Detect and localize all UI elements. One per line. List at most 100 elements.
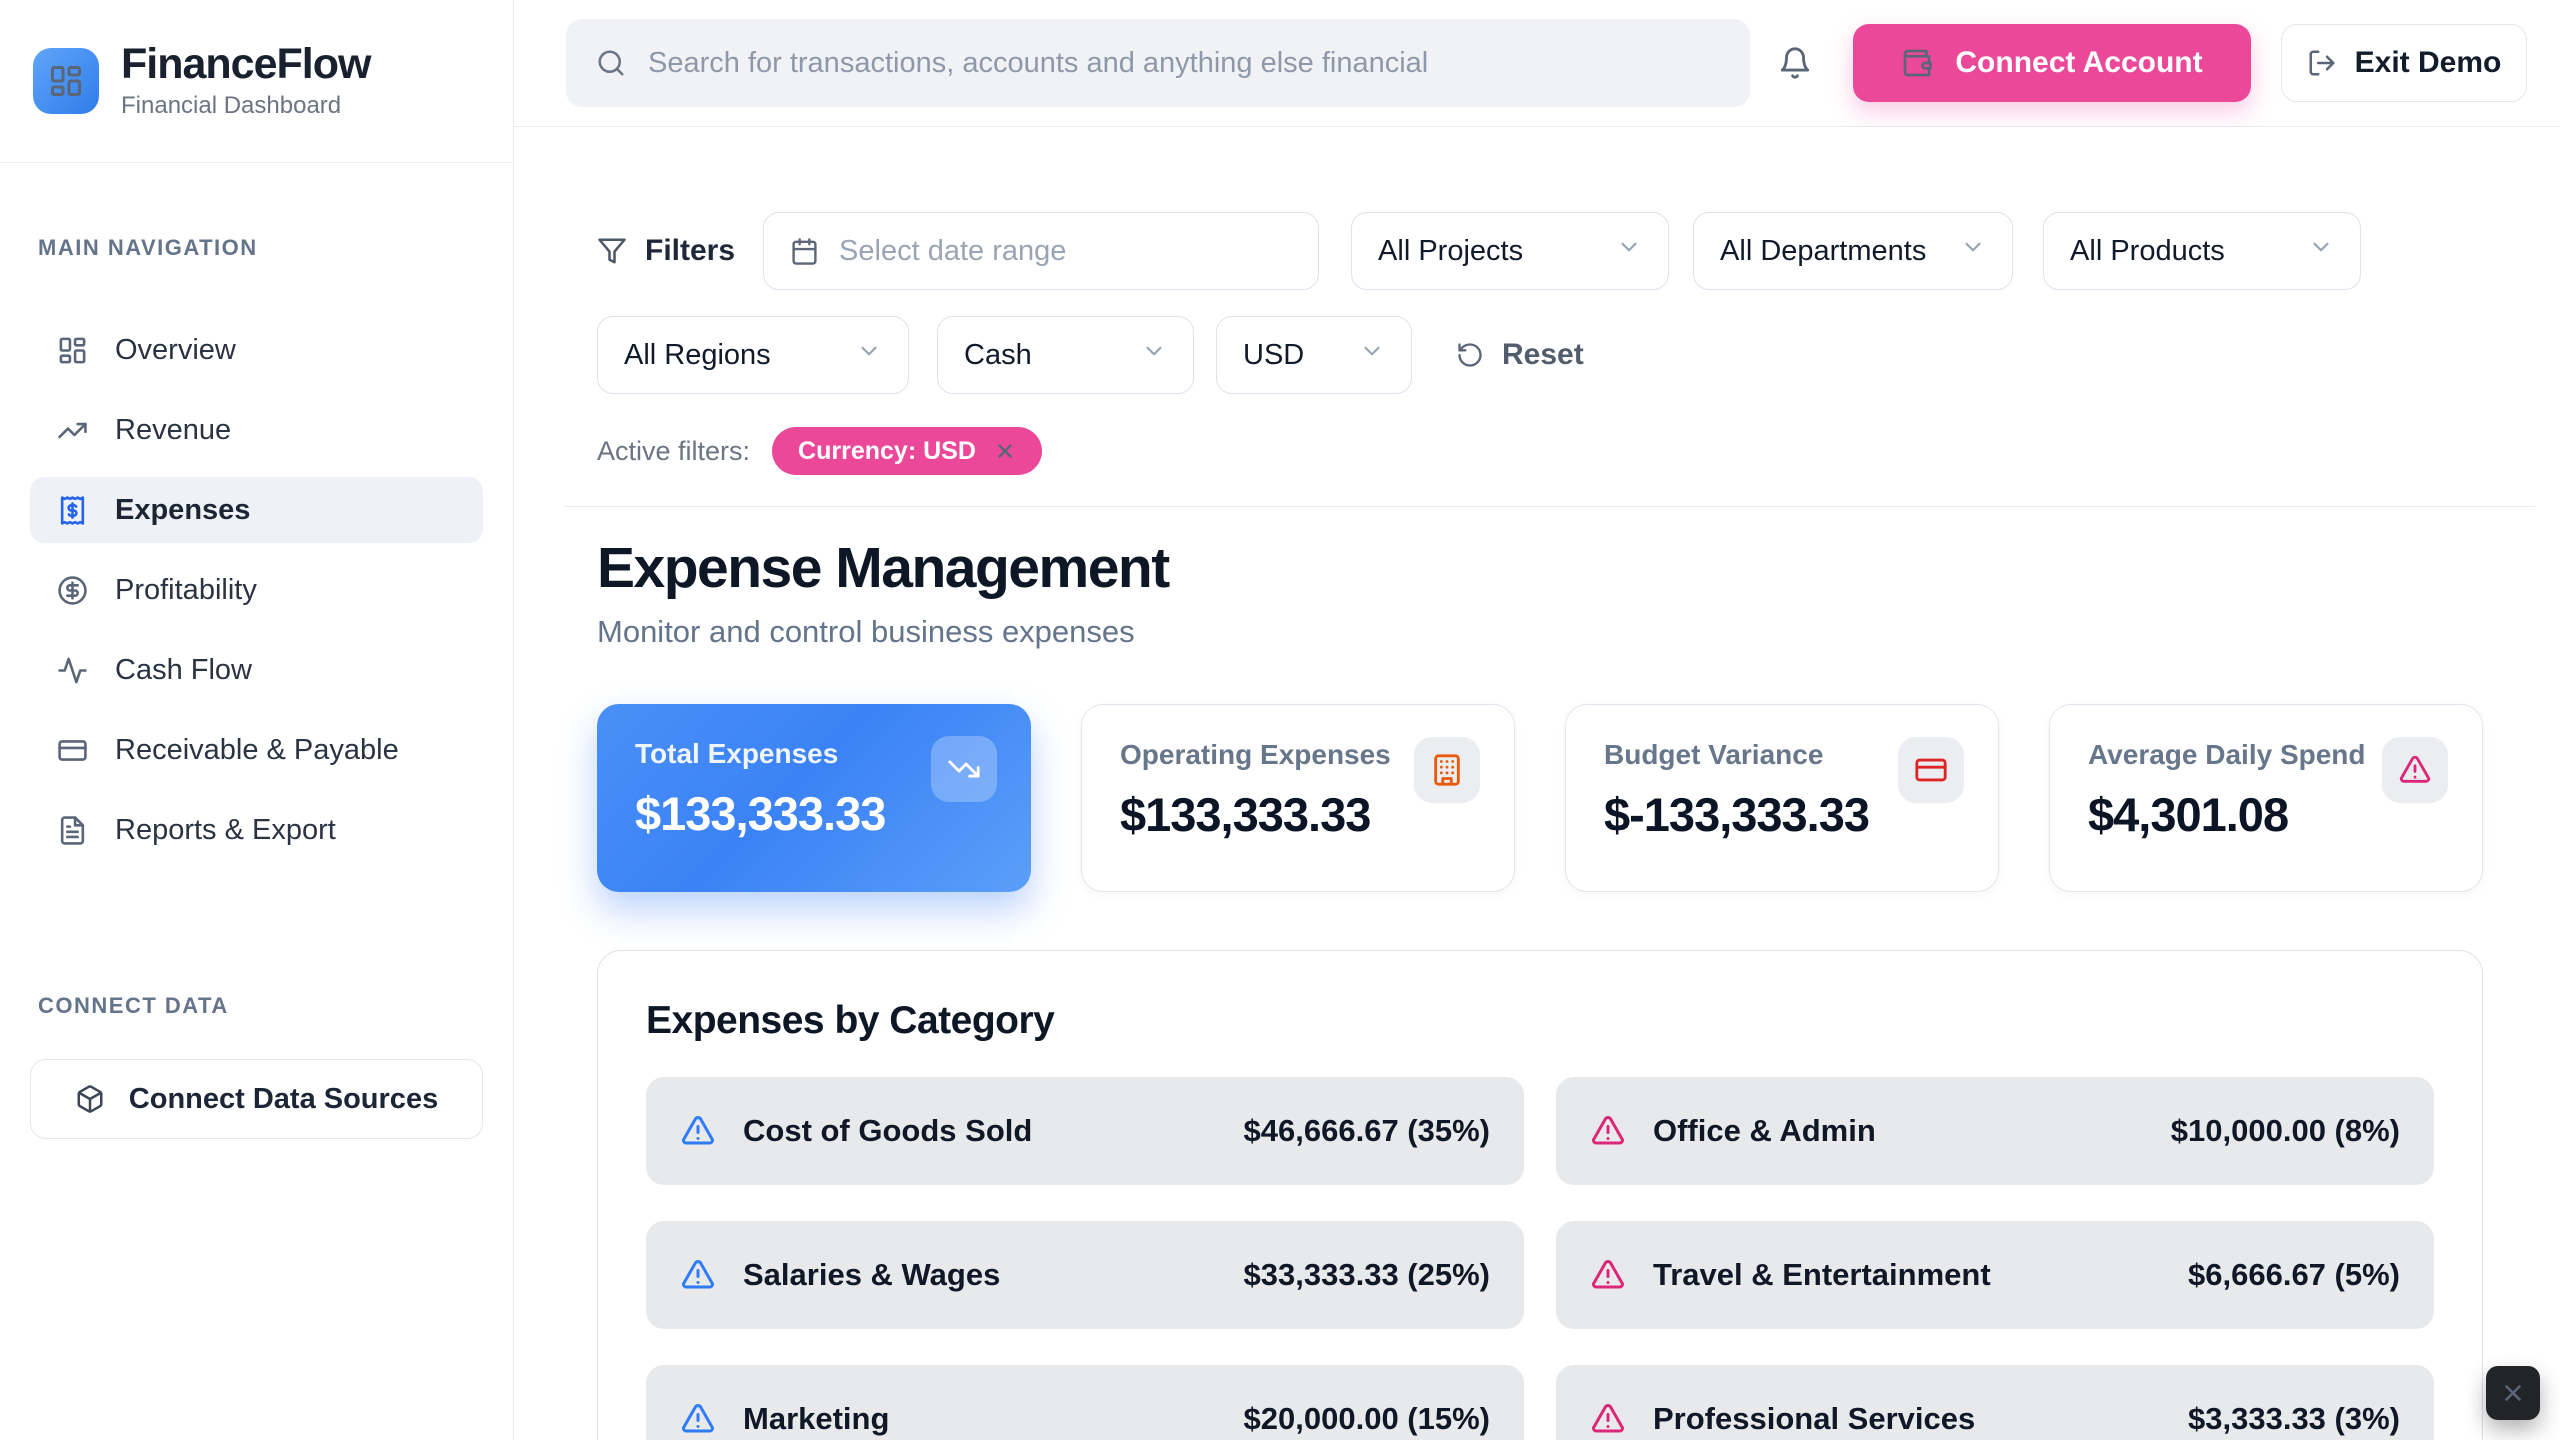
- stat-card-total-expenses[interactable]: Total Expenses $133,333.33: [597, 704, 1031, 892]
- box-icon: [75, 1084, 105, 1114]
- alert-triangle-icon: [1590, 1113, 1626, 1149]
- wallet-icon: [1901, 47, 1933, 79]
- category-name: Salaries & Wages: [743, 1257, 1001, 1292]
- stat-card-operating-expenses[interactable]: Operating Expenses $133,333.33: [1081, 704, 1515, 892]
- sidebar-item-profitability[interactable]: Profitability: [30, 557, 483, 623]
- exit-demo-label: Exit Demo: [2354, 46, 2502, 79]
- chevron-down-icon: [856, 338, 882, 372]
- x-icon: [2500, 1380, 2526, 1406]
- log-out-icon: [2307, 48, 2337, 78]
- payment-method-value: Cash: [964, 338, 1032, 371]
- category-row-marketing: Marketing $20,000.00 (15%): [646, 1365, 1524, 1440]
- alert-triangle-icon: [680, 1401, 716, 1437]
- building-icon: [1414, 737, 1480, 803]
- sidebar: FinanceFlow Financial Dashboard MAIN NAV…: [0, 0, 514, 1440]
- trending-up-icon: [57, 415, 88, 446]
- trending-down-icon: [931, 736, 997, 802]
- connect-account-button[interactable]: Connect Account: [1853, 24, 2251, 102]
- projects-select[interactable]: All Projects: [1351, 212, 1670, 290]
- global-search[interactable]: [566, 19, 1750, 107]
- nav-section-label: MAIN NAVIGATION: [38, 235, 258, 260]
- category-name: Cost of Goods Sold: [743, 1113, 1033, 1148]
- category-row-office-admin: Office & Admin $10,000.00 (8%): [1556, 1077, 2434, 1185]
- page-title: Expense Management: [597, 536, 1170, 600]
- sidebar-item-label: Cash Flow: [115, 653, 252, 686]
- page-subtitle: Monitor and control business expenses: [597, 614, 1135, 649]
- category-value: $20,000.00 (15%): [1243, 1401, 1490, 1436]
- products-select[interactable]: All Products: [2043, 212, 2362, 290]
- sidebar-item-reports-export[interactable]: Reports & Export: [30, 797, 483, 863]
- search-input[interactable]: [648, 46, 1720, 80]
- filters-label: Filters: [645, 234, 736, 267]
- category-row-professional-services: Professional Services $3,333.33 (3%): [1556, 1365, 2434, 1440]
- layout-dashboard-icon: [48, 63, 84, 99]
- sidebar-item-label: Expenses: [115, 493, 251, 526]
- stat-value: $-133,333.33: [1604, 788, 1870, 841]
- date-range-input[interactable]: Select date range: [763, 212, 1320, 290]
- chevron-down-icon: [1141, 338, 1167, 372]
- category-name: Travel & Entertainment: [1653, 1257, 1991, 1292]
- connect-data-sources-button[interactable]: Connect Data Sources: [30, 1059, 483, 1139]
- chevron-down-icon: [1960, 234, 1986, 268]
- regions-select[interactable]: All Regions: [597, 316, 909, 394]
- active-filter-chip-currency[interactable]: Currency: USD: [772, 427, 1042, 475]
- category-value: $46,666.67 (35%): [1243, 1113, 1490, 1148]
- chevron-down-icon: [1616, 234, 1642, 268]
- currency-select[interactable]: USD: [1216, 316, 1412, 394]
- app-title: FinanceFlow: [121, 39, 371, 88]
- alert-triangle-icon: [680, 1113, 716, 1149]
- stat-label: Average Daily Spend: [2088, 739, 2366, 770]
- stat-value: $4,301.08: [2088, 788, 2289, 841]
- sidebar-item-overview[interactable]: Overview: [30, 317, 483, 383]
- filters-row-1: Filters Select date range All Projects A…: [597, 212, 2483, 290]
- stat-label: Total Expenses: [635, 738, 839, 769]
- activity-icon: [57, 655, 88, 686]
- stat-cards: Total Expenses $133,333.33 Operating Exp…: [597, 704, 2483, 892]
- sidebar-item-label: Reports & Export: [115, 813, 336, 846]
- top-header: Connect Account Exit Demo: [514, 0, 2560, 127]
- sidebar-item-label: Overview: [115, 333, 236, 366]
- filters-title: Filters: [597, 234, 735, 268]
- brand-header: FinanceFlow Financial Dashboard: [0, 0, 513, 163]
- category-value: $33,333.33 (25%): [1243, 1257, 1490, 1292]
- active-filters-row: Active filters: Currency: USD: [597, 427, 2483, 475]
- calendar-icon: [790, 237, 819, 266]
- stat-value: $133,333.33: [1120, 788, 1371, 841]
- sidebar-item-receivable-payable[interactable]: Receivable & Payable: [30, 717, 483, 783]
- category-row-cost-of-goods-sold: Cost of Goods Sold $46,666.67 (35%): [646, 1077, 1524, 1185]
- stat-label: Operating Expenses: [1120, 739, 1391, 770]
- stat-label: Budget Variance: [1604, 739, 1824, 770]
- app-subtitle: Financial Dashboard: [121, 92, 342, 120]
- file-text-icon: [57, 815, 88, 846]
- sidebar-item-expenses[interactable]: Expenses: [30, 477, 483, 543]
- departments-select[interactable]: All Departments: [1693, 212, 2014, 290]
- brand-text: FinanceFlow Financial Dashboard: [121, 39, 371, 120]
- sidebar-item-revenue[interactable]: Revenue: [30, 397, 483, 463]
- active-filters-label: Active filters:: [597, 435, 751, 466]
- main-navigation: MAIN NAVIGATION Overview Revenue Expense…: [0, 235, 513, 1139]
- notifications-button[interactable]: [1778, 46, 1812, 80]
- sidebar-item-label: Receivable & Payable: [115, 733, 399, 766]
- date-range-placeholder: Select date range: [839, 234, 1067, 267]
- stat-card-average-daily-spend[interactable]: Average Daily Spend $4,301.08: [2049, 704, 2483, 892]
- products-select-value: All Products: [2070, 234, 2225, 267]
- category-name: Professional Services: [1653, 1401, 1976, 1436]
- category-value: $3,333.33 (3%): [2188, 1401, 2400, 1436]
- payment-method-select[interactable]: Cash: [937, 316, 1194, 394]
- stat-card-budget-variance[interactable]: Budget Variance $-133,333.33: [1565, 704, 1999, 892]
- close-widget-button[interactable]: [2486, 1366, 2540, 1420]
- reset-filters-button[interactable]: Reset: [1456, 338, 1584, 372]
- app-logo: [33, 48, 99, 114]
- departments-select-value: All Departments: [1720, 234, 1927, 267]
- sidebar-item-cash-flow[interactable]: Cash Flow: [30, 637, 483, 703]
- sidebar-item-label: Profitability: [115, 573, 257, 606]
- sidebar-item-label: Revenue: [115, 413, 232, 446]
- category-row-travel-entertainment: Travel & Entertainment $6,666.67 (5%): [1556, 1221, 2434, 1329]
- alert-triangle-icon: [2382, 737, 2448, 803]
- x-icon[interactable]: [994, 440, 1016, 462]
- exit-demo-button[interactable]: Exit Demo: [2281, 24, 2527, 102]
- expenses-by-category-card: Expenses by Category Cost of Goods Sold …: [597, 950, 2483, 1440]
- alert-triangle-icon: [680, 1257, 716, 1293]
- projects-select-value: All Projects: [1378, 234, 1524, 267]
- layout-dashboard-icon: [57, 335, 88, 366]
